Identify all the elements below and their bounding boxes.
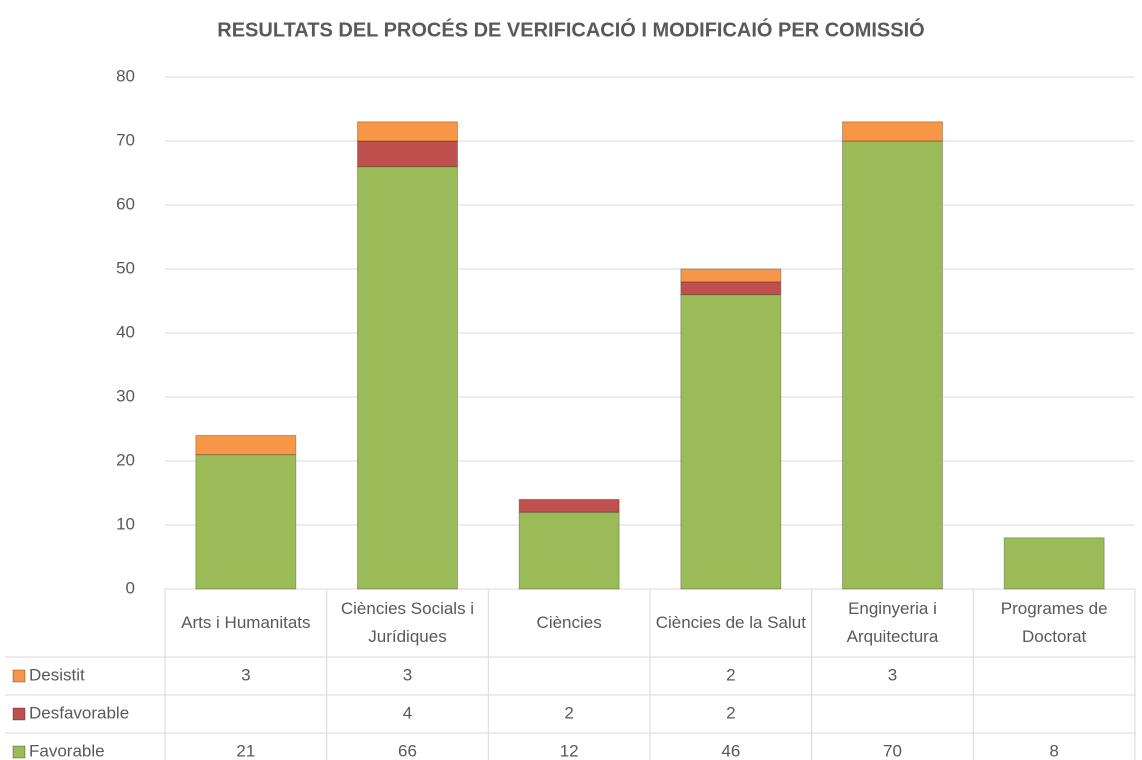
table-value: 3 [888,665,897,684]
y-tick-label: 30 [116,386,135,405]
table-value: 46 [721,741,740,760]
bar-segment [680,294,782,590]
table-value: 70 [883,741,902,760]
x-tick-label: Enginyeria i Arquitectura [846,599,939,646]
legend-key [12,707,26,721]
table-value: 66 [398,741,417,760]
table-value: 3 [403,665,412,684]
table-value: 8 [1049,741,1058,760]
x-tick-label: Ciències de la Salut [655,613,806,632]
bar-segment [680,281,782,296]
bar-segment [195,454,297,590]
legend-label: Favorable [29,741,105,760]
chart-title: RESULTATS DEL PROCÉS DE VERIFICACIÓ I MO… [217,17,924,41]
bar-segment [357,140,458,168]
table-value: 4 [403,703,412,722]
legend-label: Desfavorable [29,703,129,722]
legend-label: Desistit [29,665,85,684]
bar-segment [518,498,620,513]
table-value: 2 [726,665,735,684]
y-tick-label: 20 [116,450,135,469]
table-value: 3 [241,665,250,684]
bar-segment [842,121,943,142]
bar-segment [357,121,458,142]
y-tick-label: 80 [116,66,135,85]
y-tick-label: 50 [116,258,135,277]
legend-key [12,669,26,683]
y-tick-label: 70 [116,130,135,149]
table-value: 21 [236,741,255,760]
y-tick-label: 0 [126,578,135,597]
y-tick-label: 40 [116,322,135,341]
legend-key [12,745,26,759]
table-value: 12 [560,741,579,760]
y-tick-label: 10 [116,514,135,533]
bar-segment [195,434,297,456]
bar-segment [680,268,782,283]
table-value: 2 [564,703,573,722]
x-tick-label: Ciències [536,613,602,632]
x-tick-label: Arts i Humanitats [181,613,311,632]
bar-segment [518,511,620,590]
bar-segment [1003,537,1105,590]
x-tick-label: Ciències Socials i Jurídiques [340,599,475,646]
bar-segment [842,140,943,590]
table-value: 2 [726,703,735,722]
y-tick-label: 60 [116,194,135,213]
bar-segment [357,166,458,590]
x-tick-label: Programes de Doctorat [1000,599,1108,646]
